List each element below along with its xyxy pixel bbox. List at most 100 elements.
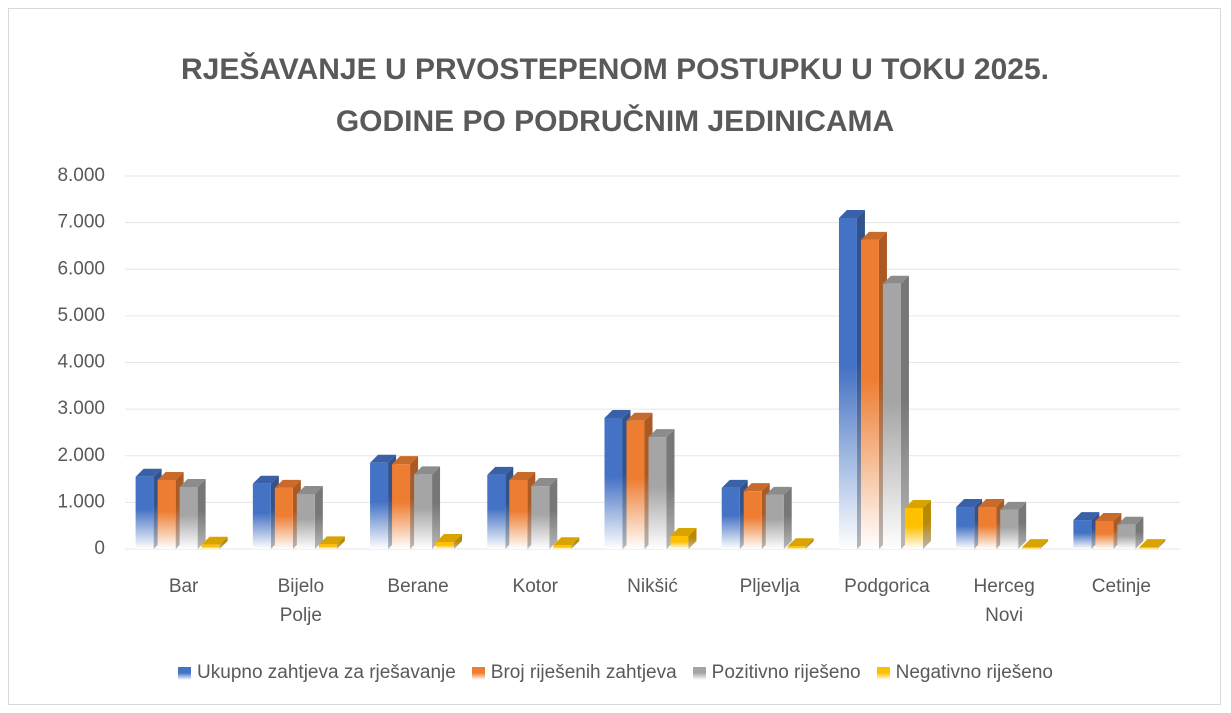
bar — [1022, 547, 1041, 549]
x-tick-label: Bijelo Polje — [261, 572, 341, 630]
bar — [604, 417, 623, 549]
x-tick-text: Berane — [387, 576, 449, 597]
bar — [626, 420, 645, 549]
bar — [904, 507, 923, 549]
bar-top — [252, 475, 279, 484]
y-tick-label: 4.000 — [57, 352, 105, 373]
bar-top — [860, 231, 887, 240]
legend-label: Ukupno zahtjeva za rješavanje — [197, 662, 456, 683]
bar — [721, 487, 740, 549]
legend-swatch — [471, 666, 485, 680]
bar — [318, 544, 337, 549]
x-tick-label: Berane — [378, 572, 458, 601]
bar — [956, 507, 975, 549]
bar-top — [904, 499, 931, 508]
bar — [553, 545, 572, 549]
x-tick-text: Bijelo Polje — [277, 576, 325, 626]
bar — [860, 239, 879, 549]
bar — [201, 544, 220, 549]
chart-title: RJEŠAVANJE U PRVOSTEPENOM POSTUPKU U TOK… — [181, 53, 1049, 138]
bar-top — [1117, 516, 1144, 525]
x-tick-text: Pljevlja — [739, 576, 800, 597]
bar-side — [805, 538, 814, 549]
x-tick-label: Pljevlja — [730, 572, 810, 601]
bar — [743, 491, 762, 549]
legend-label: Negativno riješeno — [895, 662, 1053, 683]
bar — [179, 486, 198, 549]
x-tick-text: Herceg Novi — [973, 576, 1035, 626]
bar-top — [318, 536, 345, 545]
bar-side — [666, 429, 675, 549]
bar-top — [201, 536, 228, 545]
bar-top — [1095, 513, 1122, 522]
bar-side — [922, 499, 931, 549]
x-tick-label: Herceg Novi — [964, 572, 1044, 630]
legend-item: Negativno riješeno — [876, 662, 1053, 684]
x-tick-text: Podgorica — [844, 576, 930, 597]
legend-item: Pozitivno riješeno — [692, 662, 861, 684]
x-tick-label: Bar — [144, 572, 224, 601]
bar-top — [370, 454, 397, 463]
x-tick-text: Kotor — [512, 576, 558, 597]
bar — [882, 283, 901, 549]
bar-side — [432, 466, 441, 549]
bar-top — [392, 456, 419, 465]
bar-top — [978, 499, 1005, 508]
bar-side — [454, 534, 463, 549]
legend-swatch — [178, 666, 192, 680]
bar-side — [783, 486, 792, 549]
bar-top — [179, 478, 206, 487]
bar-side — [900, 275, 909, 549]
legend-item: Broj riješenih zahtjeva — [471, 662, 677, 684]
y-tick-label: 1.000 — [57, 491, 105, 512]
bar-top — [509, 471, 536, 480]
y-tick-label: 7.000 — [57, 212, 105, 233]
chart-frame — [8, 8, 1221, 705]
bar — [1073, 520, 1092, 549]
bar-top — [721, 479, 748, 488]
legend-item: Ukupno zahtjeva za rješavanje — [178, 662, 456, 684]
bar — [765, 494, 784, 549]
y-tick-label: 6.000 — [57, 258, 105, 279]
x-tick-text: Nikšić — [627, 576, 678, 597]
bar — [838, 217, 857, 549]
bar-top — [743, 483, 770, 492]
y-tick-label: 8.000 — [57, 165, 105, 186]
bar-top — [553, 537, 580, 546]
bar-top — [648, 429, 675, 438]
bar-top — [414, 466, 441, 475]
bar-top — [604, 409, 631, 418]
bar-top — [787, 538, 814, 547]
bar — [436, 542, 455, 549]
bar — [296, 493, 315, 549]
legend-label: Broj riješenih zahtjeva — [490, 662, 677, 683]
bar — [274, 487, 293, 549]
bar-top — [296, 485, 323, 494]
y-tick-label: 5.000 — [57, 305, 105, 326]
bar-side — [688, 527, 697, 549]
bar-side — [1157, 539, 1166, 549]
bar-top — [436, 534, 463, 543]
bar — [531, 486, 550, 549]
bar — [392, 464, 411, 549]
y-tick-label: 2.000 — [57, 445, 105, 466]
bar — [787, 546, 806, 549]
y-tick-label: 0 — [94, 538, 105, 559]
bar — [670, 535, 689, 549]
bar — [648, 437, 667, 549]
x-tick-label: Nikšić — [613, 572, 693, 601]
bar-side — [336, 536, 345, 549]
bar-top — [765, 486, 792, 495]
bar-top — [956, 499, 983, 508]
bar — [252, 483, 271, 549]
bar — [1139, 547, 1158, 549]
bar — [157, 479, 176, 549]
x-tick-text: Bar — [168, 576, 199, 597]
bar-top — [1000, 501, 1027, 510]
x-tick-label: Cetinje — [1081, 572, 1161, 601]
bar — [370, 462, 389, 549]
x-tick-label: Podgorica — [844, 572, 930, 601]
bar-side — [549, 478, 558, 549]
